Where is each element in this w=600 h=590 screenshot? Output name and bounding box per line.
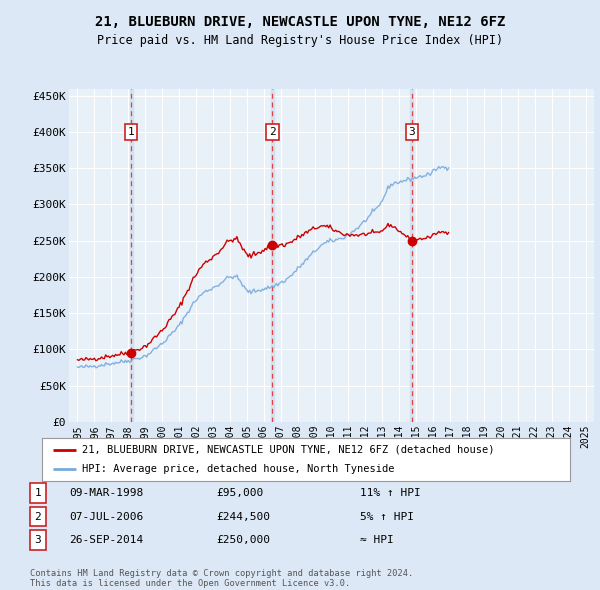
Text: 26-SEP-2014: 26-SEP-2014 bbox=[69, 535, 143, 545]
Text: 1: 1 bbox=[128, 127, 134, 137]
Text: 21, BLUEBURN DRIVE, NEWCASTLE UPON TYNE, NE12 6FZ: 21, BLUEBURN DRIVE, NEWCASTLE UPON TYNE,… bbox=[95, 15, 505, 29]
Text: 1: 1 bbox=[34, 488, 41, 498]
Text: Price paid vs. HM Land Registry's House Price Index (HPI): Price paid vs. HM Land Registry's House … bbox=[97, 34, 503, 47]
Bar bbox=[410, 88, 413, 422]
Text: 2: 2 bbox=[269, 127, 276, 137]
Bar bbox=[130, 88, 133, 422]
Text: 07-JUL-2006: 07-JUL-2006 bbox=[69, 512, 143, 522]
Text: £95,000: £95,000 bbox=[216, 488, 263, 498]
Text: 21, BLUEBURN DRIVE, NEWCASTLE UPON TYNE, NE12 6FZ (detached house): 21, BLUEBURN DRIVE, NEWCASTLE UPON TYNE,… bbox=[82, 445, 494, 455]
Text: 5% ↑ HPI: 5% ↑ HPI bbox=[360, 512, 414, 522]
Text: 3: 3 bbox=[34, 535, 41, 545]
Text: £244,500: £244,500 bbox=[216, 512, 270, 522]
Bar bbox=[271, 88, 274, 422]
Text: 3: 3 bbox=[409, 127, 415, 137]
Text: Contains HM Land Registry data © Crown copyright and database right 2024.
This d: Contains HM Land Registry data © Crown c… bbox=[30, 569, 413, 588]
Text: 11% ↑ HPI: 11% ↑ HPI bbox=[360, 488, 421, 498]
Text: HPI: Average price, detached house, North Tyneside: HPI: Average price, detached house, Nort… bbox=[82, 464, 394, 474]
Text: 2: 2 bbox=[34, 512, 41, 522]
Text: 09-MAR-1998: 09-MAR-1998 bbox=[69, 488, 143, 498]
Text: ≈ HPI: ≈ HPI bbox=[360, 535, 394, 545]
Text: £250,000: £250,000 bbox=[216, 535, 270, 545]
